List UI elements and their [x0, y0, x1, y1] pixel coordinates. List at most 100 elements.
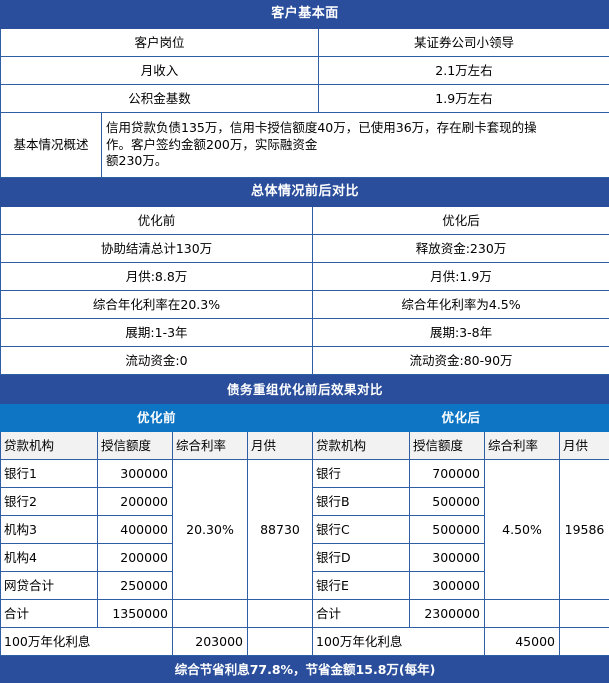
- customer-position-label: 客户岗位: [0, 28, 319, 57]
- table-row: 流动资金:0 流动资金:80-90万: [0, 346, 609, 375]
- table-row: 网贷合计 250000 银行E 300000: [0, 571, 609, 600]
- before-institution-1: 银行1: [0, 459, 98, 488]
- table-row: 机构3 400000 银行C 500000: [0, 515, 609, 544]
- after-rate-value: 4.50%: [484, 459, 560, 600]
- before-annual-interest-label: 100万年化利息: [0, 627, 173, 656]
- before-monthly-payment-value: 88730: [247, 459, 313, 600]
- before-col-rate: 综合利率: [172, 431, 248, 460]
- after-total-rate-empty: [484, 599, 560, 628]
- before-credit-5: 250000: [97, 571, 173, 600]
- after-credit-5: 300000: [409, 571, 485, 600]
- housing-fund-base-value: 1.9万左右: [318, 84, 609, 113]
- situation-summary-line-1: 信用贷款负债135万，信用卡授信额度40万，已使用36万，存在刷卡套现的操: [106, 120, 537, 136]
- overall-comparison-banner: 总体情况前后对比: [0, 178, 609, 207]
- monthly-income-label: 月收入: [0, 56, 319, 85]
- before-credit-1: 300000: [97, 459, 173, 488]
- before-institution-5: 网贷合计: [0, 571, 98, 600]
- overall-before-term: 展期:1-3年: [0, 318, 313, 347]
- overall-after-term: 展期:3-8年: [311, 318, 609, 347]
- detail-column-header-row: 贷款机构 授信额度 综合利率 月供 贷款机构 授信额度 综合利率 月供: [0, 431, 609, 460]
- table-row: 客户岗位 某证券公司小领导: [0, 28, 609, 57]
- after-institution-3: 银行C: [312, 515, 410, 544]
- table-row: 公积金基数 1.9万左右: [0, 84, 609, 113]
- before-institution-2: 银行2: [0, 487, 98, 516]
- annual-interest-row: 100万年化利息 203000 100万年化利息 45000: [0, 627, 609, 656]
- savings-footer-text: 综合节省利息77.8%，节省金额15.8万(每年): [0, 655, 609, 683]
- detail-total-row: 合计 1350000 合计 2300000: [0, 599, 609, 628]
- before-total-credit: 1350000: [97, 599, 173, 628]
- after-annual-interest-value: 45000: [484, 627, 560, 656]
- before-credit-4: 200000: [97, 543, 173, 572]
- after-col-monthly-payment: 月供: [558, 431, 609, 460]
- overall-comparison-banner-row: 总体情况前后对比: [0, 178, 609, 207]
- table-row: 月收入 2.1万左右: [0, 56, 609, 85]
- after-credit-4: 300000: [409, 543, 485, 572]
- monthly-income-value: 2.1万左右: [318, 56, 609, 85]
- after-total-label: 合计: [312, 599, 410, 628]
- customer-basics-banner-row: 客户基本面: [0, 0, 609, 29]
- before-credit-3: 400000: [97, 515, 173, 544]
- before-col-credit-limit: 授信额度: [97, 431, 173, 460]
- before-annual-interest-value: 203000: [172, 627, 248, 656]
- situation-summary-line-2: 作。客户签约金额200万，实际融资金: [106, 136, 318, 152]
- overall-after-header: 优化后: [311, 206, 609, 235]
- after-total-credit: 2300000: [409, 599, 485, 628]
- after-col-institution: 贷款机构: [312, 431, 410, 460]
- overall-after-monthly-payment: 月供:1.9万: [311, 262, 609, 291]
- detail-comparison-banner: 债务重组优化前后效果对比: [0, 375, 609, 404]
- overall-before-header: 优化前: [0, 206, 313, 235]
- table-row: 银行1 300000 20.30% 88730 银行 700000 4.50% …: [0, 459, 609, 600]
- detail-comparison-banner-row: 债务重组优化前后效果对比: [0, 375, 609, 404]
- after-institution-1: 银行: [312, 459, 410, 488]
- before-institution-3: 机构3: [0, 515, 98, 544]
- detail-comparison-subbanner-row: 优化前 优化后: [0, 403, 609, 432]
- overall-after-released-funds: 释放资金:230万: [311, 234, 609, 263]
- customer-position-value: 某证券公司小领导: [318, 28, 609, 57]
- after-credit-2: 500000: [409, 487, 485, 516]
- after-credit-1: 700000: [409, 459, 485, 488]
- before-total-payment-empty: [247, 599, 313, 628]
- overall-before-working-capital: 流动资金:0: [0, 346, 313, 375]
- customer-basics-table: 客户基本面 客户岗位 某证券公司小领导 月收入 2.1万左右 公积金基数 1.9…: [0, 0, 609, 178]
- before-col-institution: 贷款机构: [0, 431, 98, 460]
- table-row: 展期:1-3年 展期:3-8年: [0, 318, 609, 347]
- after-institution-5: 银行E: [312, 571, 410, 600]
- overall-after-working-capital: 流动资金:80-90万: [311, 346, 609, 375]
- before-institution-4: 机构4: [0, 543, 98, 572]
- before-rate-value: 20.30%: [172, 459, 248, 600]
- overall-before-settlement: 协助结清总计130万: [0, 234, 313, 263]
- table-row: 机构4 200000 银行D 300000: [0, 543, 609, 572]
- before-total-label: 合计: [0, 599, 98, 628]
- after-annual-interest-empty: [558, 627, 609, 656]
- savings-footer-row: 综合节省利息77.8%，节省金额15.8万(每年): [0, 655, 609, 683]
- customer-basics-banner: 客户基本面: [0, 0, 609, 29]
- situation-summary-text: 信用贷款负债135万，信用卡授信额度40万，已使用36万，存在刷卡套现的操 作。…: [101, 112, 609, 178]
- overall-before-monthly-payment: 月供:8.8万: [0, 262, 313, 291]
- after-total-payment-empty: [558, 599, 609, 628]
- detail-comparison-table: 债务重组优化前后效果对比 优化前 优化后 贷款机构 授信额度 综合利率 月供 贷…: [0, 375, 609, 683]
- table-row: 月供:8.8万 月供:1.9万: [0, 262, 609, 291]
- table-row: 综合年化利率在20.3% 综合年化利率为4.5%: [0, 290, 609, 319]
- overall-comparison-header-row: 优化前 优化后: [0, 206, 609, 235]
- housing-fund-base-label: 公积金基数: [0, 84, 319, 113]
- situation-summary-line-3: 额230万。: [106, 153, 168, 169]
- before-col-monthly-payment: 月供: [247, 431, 313, 460]
- before-total-rate-empty: [172, 599, 248, 628]
- overall-after-annual-rate: 综合年化利率为4.5%: [311, 290, 609, 319]
- table-row: 基本情况概述 信用贷款负债135万，信用卡授信额度40万，已使用36万，存在刷卡…: [0, 112, 609, 178]
- overall-comparison-table: 总体情况前后对比 优化前 优化后 协助结清总计130万 释放资金:230万 月供…: [0, 178, 609, 375]
- after-credit-3: 500000: [409, 515, 485, 544]
- situation-summary-label: 基本情况概述: [0, 112, 102, 178]
- after-institution-2: 银行B: [312, 487, 410, 516]
- before-credit-2: 200000: [97, 487, 173, 516]
- detail-after-subbanner: 优化后: [311, 403, 609, 432]
- detail-before-subbanner: 优化前: [0, 403, 313, 432]
- after-institution-4: 银行D: [312, 543, 410, 572]
- overall-before-annual-rate: 综合年化利率在20.3%: [0, 290, 313, 319]
- after-col-rate: 综合利率: [484, 431, 560, 460]
- after-annual-interest-label: 100万年化利息: [312, 627, 485, 656]
- table-row: 协助结清总计130万 释放资金:230万: [0, 234, 609, 263]
- before-annual-interest-empty: [247, 627, 313, 656]
- after-monthly-payment-value: 19586: [558, 459, 609, 600]
